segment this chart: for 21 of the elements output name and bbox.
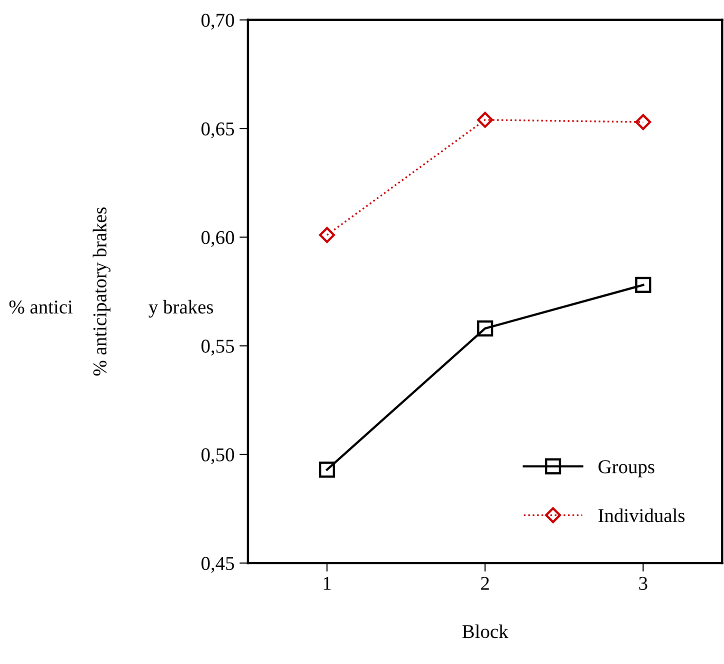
legend-label: Individuals xyxy=(598,508,685,522)
x-tick-label: 3 xyxy=(639,576,648,590)
y-tick-label: 0,55 xyxy=(201,340,234,356)
text: % antici xyxy=(9,300,73,314)
x-axis-title: Block xyxy=(462,624,508,638)
point xyxy=(477,112,494,128)
point xyxy=(318,462,336,478)
y-tick-label: 0,60 xyxy=(201,230,234,247)
point xyxy=(319,227,335,243)
x-tick-label: 1 xyxy=(324,576,331,590)
x-tick-label: 2 xyxy=(481,576,489,590)
point xyxy=(635,114,652,130)
y-tick-label: 0,50 xyxy=(201,448,234,464)
point xyxy=(477,320,494,336)
y-tick-label: 0,45 xyxy=(201,556,234,573)
y-axis-title: % anticipatory brakes xyxy=(92,207,110,376)
y-tick-label: 0,70 xyxy=(201,14,234,30)
text: y brakes xyxy=(148,300,214,318)
y-tick-label: 0,65 xyxy=(201,122,234,138)
point xyxy=(635,276,652,294)
legend-label: Groups xyxy=(598,460,654,478)
